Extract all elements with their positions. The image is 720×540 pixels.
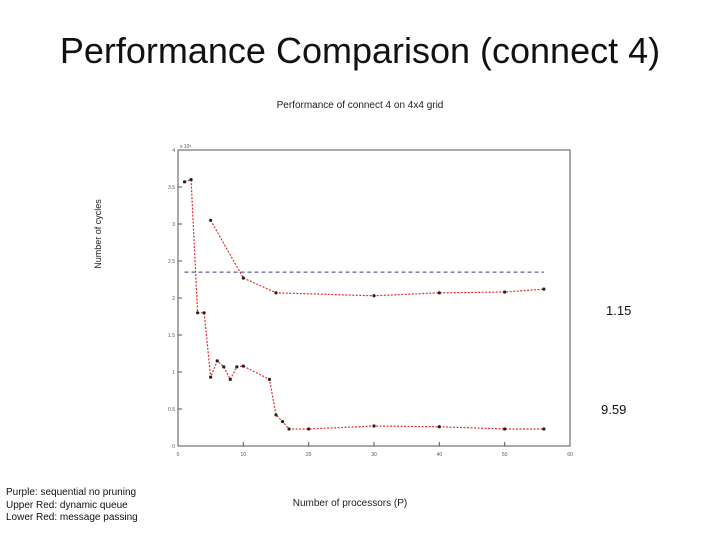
upper-red-point	[241, 276, 245, 280]
series-notes: Purple: sequential no pruning Upper Red:…	[6, 487, 138, 525]
chart-title: Performance of connect 4 on 4x4 grid	[276, 100, 444, 111]
lower-red-point	[182, 180, 187, 184]
y-tick-label: 1.5	[168, 333, 175, 339]
note-upper-red: Upper Red: dynamic queue	[6, 499, 128, 511]
x-tick-label: 40	[437, 452, 443, 458]
lower-red-point	[222, 365, 226, 369]
x-tick-label: 0	[177, 452, 180, 458]
slide-title: Performance Comparison (connect 4)	[59, 30, 661, 71]
lower-red-point	[228, 377, 232, 381]
lower-red-point	[189, 178, 193, 182]
upper-red-point	[209, 218, 213, 222]
x-tick-label: 10	[241, 452, 247, 458]
lower-red-point	[209, 375, 213, 379]
y-tick-label: 1	[172, 370, 175, 376]
x-tick-label: 20	[306, 452, 312, 458]
x-tick-label: 60	[567, 452, 573, 458]
y-tick-label: 2	[172, 296, 175, 302]
upper-red-point	[372, 294, 376, 298]
lower-red-point	[287, 427, 291, 431]
lower-red-point	[267, 377, 272, 381]
upper-red-point	[503, 290, 507, 294]
lower-red-point	[307, 427, 311, 431]
series-line-lower-red	[184, 178, 544, 430]
upper-red-point	[274, 291, 278, 295]
lower-red-point	[542, 427, 546, 431]
note-lower-red: Lower Red: message passing	[6, 512, 138, 523]
x-axis-label: Number of processors (P)	[292, 498, 408, 509]
lower-red-point	[372, 424, 376, 428]
lower-red-point	[215, 359, 219, 363]
y-tick-label: 3	[172, 222, 175, 228]
note-purple: Purple: sequential no pruning	[6, 487, 137, 498]
lower-red-point	[280, 419, 285, 424]
y-tick-label: 0	[172, 444, 175, 450]
y-tick-label: 4	[172, 148, 175, 154]
x-tick-label: 30	[371, 452, 377, 458]
lower-red-point	[241, 364, 245, 368]
y-exponent-label: x 10⁶	[180, 144, 192, 150]
lower-red-point	[503, 427, 507, 431]
lower-ratio-annotation: 9.59	[601, 402, 627, 417]
y-tick-label: 2.5	[168, 259, 175, 265]
lower-red-point	[202, 311, 206, 315]
lower-red-point	[437, 425, 441, 429]
series-line-upper-red	[210, 220, 544, 297]
x-tick-label: 50	[502, 452, 508, 458]
lower-red-point	[235, 365, 239, 369]
plot-frame	[177, 149, 571, 447]
upper-red-point	[437, 291, 441, 295]
upper-red-point	[542, 287, 546, 291]
y-tick-label: 3.5	[168, 185, 175, 191]
y-tick-label: 0.5	[168, 407, 175, 413]
lower-red-point	[196, 311, 200, 315]
lower-red-point	[274, 413, 278, 417]
upper-ratio-annotation: 1.15	[606, 303, 632, 318]
